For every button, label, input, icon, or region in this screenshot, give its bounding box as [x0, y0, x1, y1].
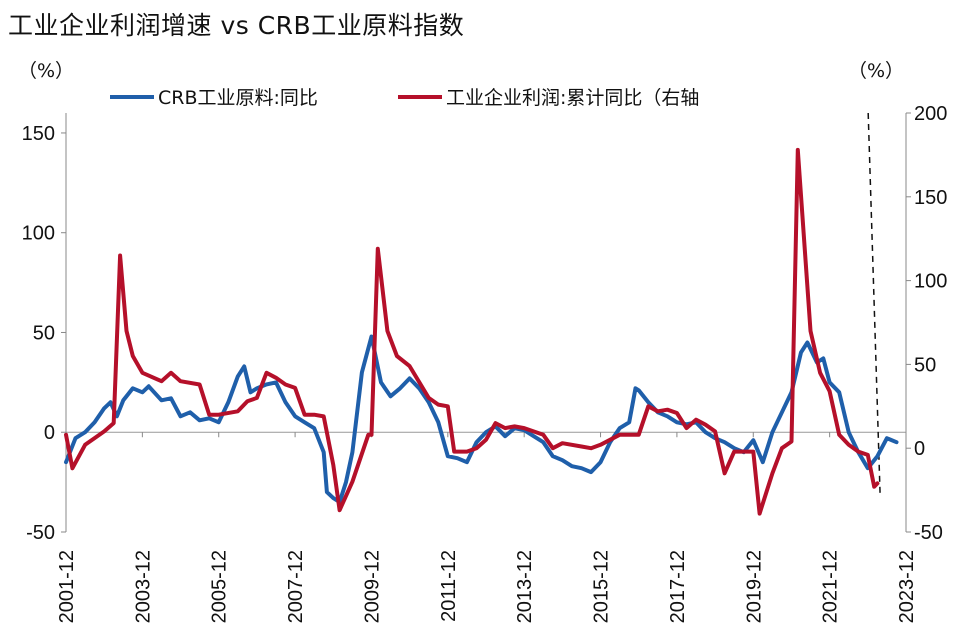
- left-y-tick-label: 150: [22, 123, 55, 145]
- left-y-tick-label: -50: [26, 522, 55, 544]
- x-tick-label: 2013-12: [514, 550, 536, 623]
- right-y-tick-label: 100: [914, 271, 947, 293]
- x-tick-label: 2005-12: [209, 550, 231, 623]
- x-tick-label: 2009-12: [361, 550, 383, 623]
- legend-label-profit: 工业企业利润:累计同比（右轴: [446, 87, 699, 109]
- x-tick-label: 2011-12: [438, 550, 460, 622]
- right-axis-unit: （%）: [848, 60, 904, 82]
- x-tick-label: 2019-12: [743, 550, 765, 623]
- right-y-tick-label: -50: [914, 522, 943, 544]
- legend-label-crb: CRB工业原料:同比: [158, 87, 318, 109]
- x-tick-label: 2003-12: [132, 550, 154, 623]
- x-tick-label: 2015-12: [591, 550, 613, 623]
- tick-labels: -50 0 50 100 150 -50 0 50 100 150 200 2001-12 2003-1…: [22, 103, 948, 623]
- left-axis-unit: （%）: [18, 60, 74, 82]
- x-tick-label: 2007-12: [285, 550, 307, 623]
- series-line-crb: [64, 334, 899, 505]
- legend: CRB工业原料:同比 工业企业利润:累计同比（右轴: [110, 87, 699, 109]
- right-y-tick-label: 50: [914, 354, 936, 376]
- x-tick-label: 2021-12: [820, 550, 842, 623]
- right-y-tick-label: 0: [914, 438, 925, 460]
- x-tick-label: 2023-12: [896, 550, 918, 623]
- vertical-marker-line: [867, 112, 881, 498]
- chart-title: 工业企业利润增速 vs CRB工业原料指数: [8, 11, 465, 40]
- x-tick-label: 2017-12: [667, 550, 689, 623]
- axes: [61, 112, 911, 533]
- left-y-tick-label: 50: [33, 322, 55, 344]
- right-y-tick-label: 200: [914, 103, 947, 125]
- series-line-profit: [64, 147, 880, 516]
- left-y-tick-label: 100: [22, 223, 55, 245]
- x-tick-label: 2001-12: [56, 550, 78, 623]
- right-y-tick-label: 150: [914, 187, 947, 209]
- plot-area: [64, 112, 899, 516]
- left-y-tick-label: 0: [44, 422, 55, 444]
